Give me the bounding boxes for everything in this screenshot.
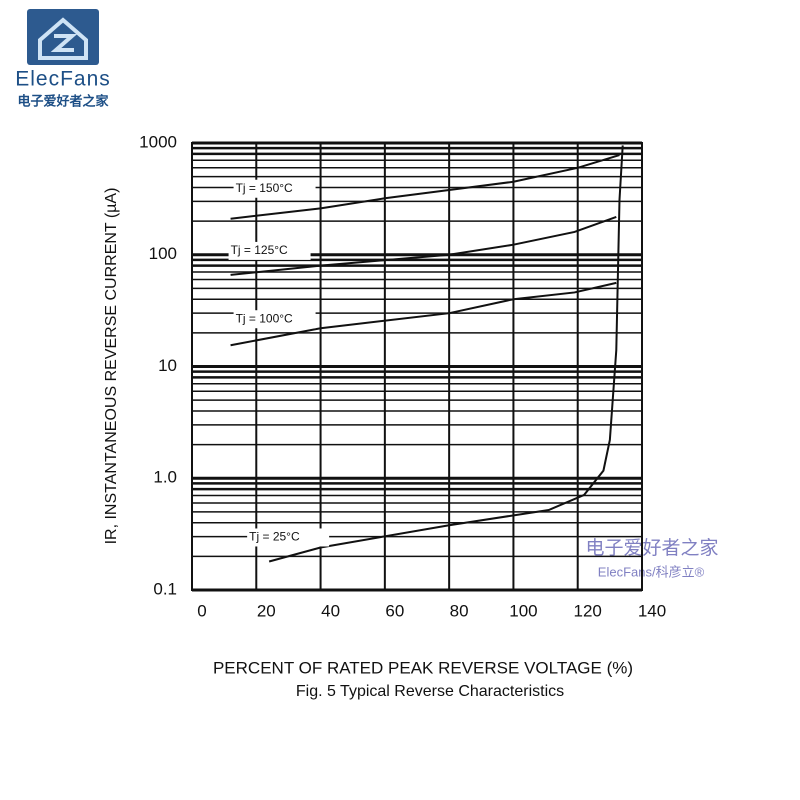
series-line <box>230 154 620 220</box>
series-label: Tj = 150°C <box>236 181 293 195</box>
watermark: 电子爱好者之家 <box>585 537 718 559</box>
x-tick-label: 80 <box>450 601 469 620</box>
x-tick-label: 40 <box>321 601 340 620</box>
x-axis-label: PERCENT OF RATED PEAK REVERSE VOLTAGE (%… <box>213 658 633 677</box>
series-label: Tj = 100°C <box>236 311 293 325</box>
y-tick-label: 10 <box>158 356 177 375</box>
y-tick-label: 0.1 <box>153 579 177 598</box>
series-label-bg <box>228 241 311 260</box>
series-line <box>230 215 617 276</box>
logo-mark <box>50 34 78 52</box>
logo-house <box>38 17 88 60</box>
series-label-bg <box>247 528 330 547</box>
x-tick-label: 100 <box>509 601 537 620</box>
watermark: ElecFans/科彦立® <box>598 564 705 579</box>
series-line <box>268 145 624 563</box>
y-tick-label: 100 <box>149 244 177 263</box>
y-axis-label: IR, INSTANTANEOUS REVERSE CURRENT (µA) <box>103 188 120 545</box>
y-tick-label: 1.0 <box>153 468 177 487</box>
x-tick-label: 0 <box>197 601 206 620</box>
x-tick-label: 60 <box>385 601 404 620</box>
y-tick-label: 1000 <box>139 132 177 151</box>
logo-brand: ElecFans <box>15 68 111 91</box>
series-line <box>230 281 617 347</box>
series-label: Tj = 125°C <box>231 243 288 257</box>
series-label-bg <box>233 179 316 198</box>
series-label: Tj = 25°C <box>249 530 300 544</box>
x-tick-label: 120 <box>574 601 602 620</box>
plot-frame <box>191 142 643 591</box>
logo-tagline: 电子爱好者之家 <box>17 93 109 108</box>
x-tick-label: 20 <box>257 601 276 620</box>
x-tick-label: 140 <box>638 601 666 620</box>
caption: Fig. 5 Typical Reverse Characteristics <box>296 683 564 700</box>
series-label-bg <box>233 310 316 329</box>
